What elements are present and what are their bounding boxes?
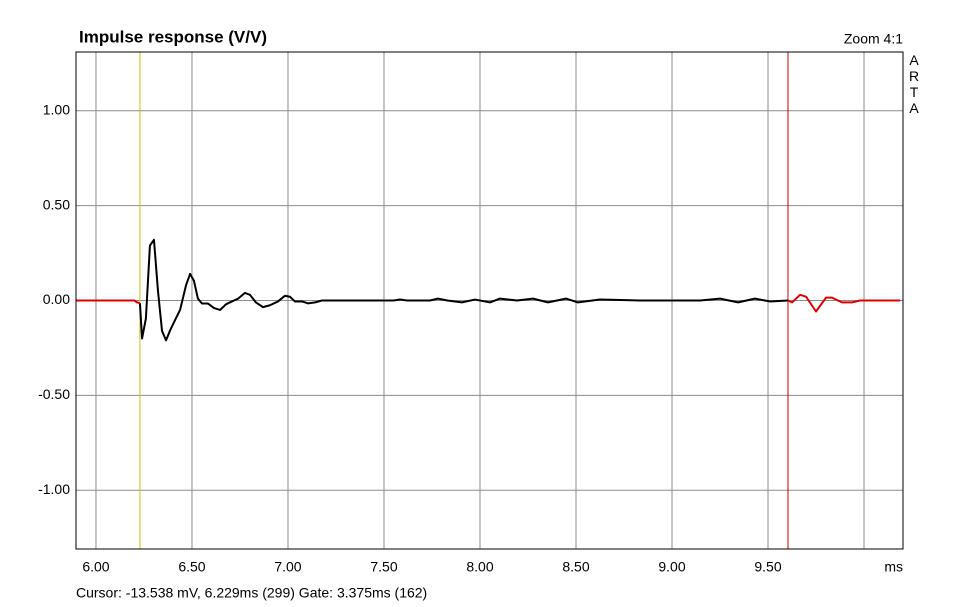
x-axis-label: ms [884,559,903,575]
y-tick-label: -1.00 [38,481,70,497]
x-tick-label: 8.00 [466,559,493,575]
x-tick-label: 7.50 [370,559,397,575]
x-tick-label: 6.50 [178,559,205,575]
y-tick-label: 1.00 [43,102,70,118]
x-tick-label: 8.50 [562,559,589,575]
side-label: ARTA [906,52,922,116]
x-tick-label: 6.00 [82,559,109,575]
y-tick-label: 0.00 [43,291,70,307]
zoom-label: Zoom 4:1 [844,31,903,47]
plot-frame [75,51,904,550]
x-tick-label: 9.50 [754,559,781,575]
x-tick-label: 9.00 [658,559,685,575]
status-line: Cursor: -13.538 mV, 6.229ms (299) Gate: … [76,585,427,601]
x-tick-label: 7.00 [274,559,301,575]
chart-title: Impulse response (V/V) [79,27,267,46]
series-line [138,238,789,342]
y-tick-label: -0.50 [38,386,70,402]
y-tick-label: 0.50 [43,196,70,212]
series-line [76,293,901,313]
